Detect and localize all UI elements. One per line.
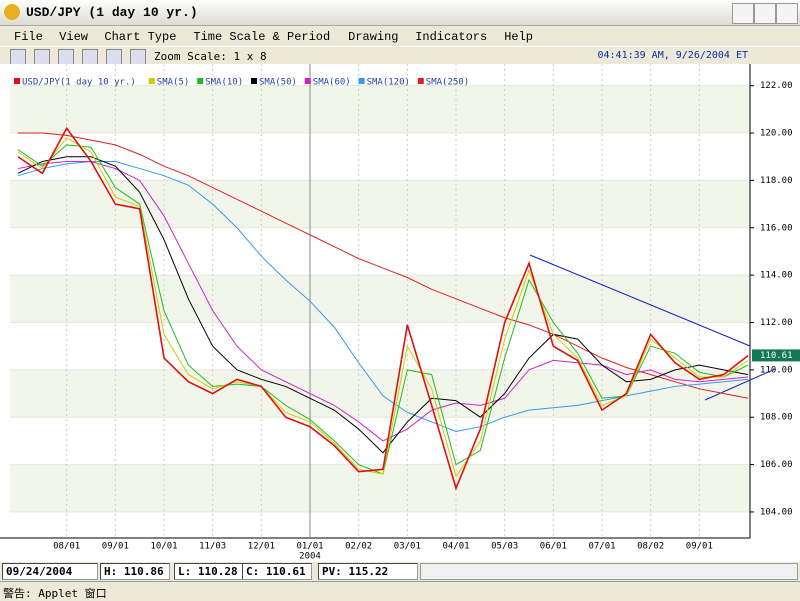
menu-bar: File View Chart Type Time Scale & Period Dra… [0,26,800,46]
x-tick-label: 05/03 [491,542,518,552]
tool-icon[interactable] [34,49,50,65]
legend-swatch [14,78,20,84]
legend-label: SMA(50) [259,78,297,88]
status-date: 09/24/2004 [2,563,98,580]
y-tick-label: 112.00 [760,318,793,328]
y-tick-label: 104.00 [760,507,793,517]
x-tick-label: 06/01 [540,542,567,552]
status-value: PV: 115.22 [318,563,418,580]
menu-item[interactable]: Drawing [348,30,399,44]
grid-band [10,180,750,228]
scrollbar [420,563,798,580]
grid-band [10,85,750,134]
series-line [17,137,749,478]
x-tick-label: 03/01 [394,542,421,552]
series-line [17,126,749,491]
x-tick-label: 02/02 [345,542,372,552]
x-tick-label: 09/01 [686,542,713,552]
restore-button[interactable] [754,3,776,24]
x-tick-label: 04/01 [442,542,469,552]
menu-item[interactable]: Chart Type [104,30,177,44]
minimize-button[interactable] [732,3,754,24]
legend-label: SMA(250) [426,78,469,88]
grid-band [10,464,750,512]
x-tick-label: 11/03 [199,542,226,552]
legend-swatch [304,78,311,84]
price-tag [752,349,800,362]
zoom-scale: Zoom Scale: 1 x 8 [154,50,267,63]
trendline [529,254,751,347]
warning-bar: 警告: Applet 窗口 [0,581,800,600]
x-tick-label: 08/01 [53,542,80,552]
menu-item[interactable]: File [14,30,43,44]
status-bar: 09/24/2004 H: 110.86 L: 110.28 C: 110.61 PV… [0,562,800,581]
x-tick-label: 07/01 [588,542,615,552]
trendline [704,368,776,401]
warning-text: 警告: Applet 窗口 [3,587,107,600]
legend-swatch [358,78,365,84]
timestamp: 04:41:39 AM, 9/26/2004 ET [597,50,748,61]
x-tick-label: 09/01 [102,542,129,552]
y-tick-label: 114.00 [760,271,793,281]
y-tick-label: 108.00 [760,413,793,423]
tool-icon[interactable] [58,49,74,65]
app-icon [4,4,20,20]
y-tick-label: 118.00 [760,176,793,186]
grid-band [10,275,750,323]
menu-item[interactable]: Help [504,30,533,44]
legend-swatch [417,78,424,84]
chart: 104.00 106.00 108.00 110.00 112.00 114.00 116.… [0,64,800,562]
tool-icon[interactable] [82,49,98,65]
title-bar: USD/JPY (1 day 10 yr.) [0,0,800,26]
y-tick-label: 122.00 [760,81,793,91]
y-tick-label: 106.00 [760,460,793,470]
legend-swatch [197,78,204,84]
menu-item[interactable]: Indicators [415,30,488,44]
status-value: C: 110.61 [242,563,312,580]
year-annotation: 2004 [299,552,321,562]
y-tick-label: 116.00 [760,223,793,233]
y-tick-label: 110.00 [760,365,793,375]
close-button[interactable] [776,3,798,24]
legend-label: SMA(10) [205,78,243,88]
window-title: USD/JPY (1 day 10 yr.) [26,5,198,20]
x-tick-label: 12/01 [248,542,275,552]
tool-icon[interactable] [130,49,146,65]
price-tag-label: 110.61 [760,351,793,361]
tool-icon[interactable] [10,49,26,65]
menu-item[interactable]: Time Scale & Period [193,30,331,44]
x-tick-label: 10/01 [150,542,177,552]
status-value: L: 110.28 [174,563,244,580]
tool-icon[interactable] [106,49,122,65]
toolbar: Zoom Scale: 1 x 8 04:41:39 AM, 9/26/2004… [0,46,800,65]
x-tick-label: 01/01 [296,542,323,552]
series-line [17,160,749,442]
series-line [17,156,749,454]
legend-label: SMA(60) [313,78,351,88]
legend-swatch [148,78,155,84]
legend-label: SMA(5) [157,78,190,88]
legend-label: USD/JPY(1 day 10 yr.) [22,78,136,88]
y-tick-label: 120.00 [760,129,793,139]
menu-item[interactable]: View [59,30,88,44]
legend-swatch [251,78,257,84]
series-line [18,132,749,399]
x-tick-label: 08/02 [637,542,664,552]
legend-label: SMA(120) [367,78,410,88]
status-value: H: 110.86 [100,563,170,580]
